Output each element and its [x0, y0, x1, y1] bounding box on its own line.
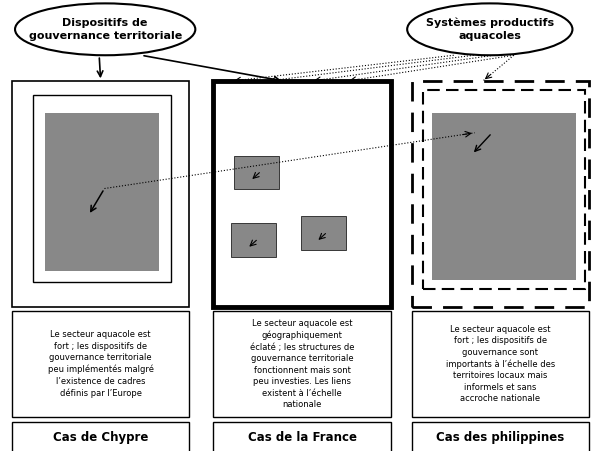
Bar [213, 311, 391, 417]
Bar [12, 81, 189, 307]
Text: Le secteur aquacole est
géographiquement
éclaté ; les structures de
gouvernance : Le secteur aquacole est géographiquement… [250, 319, 354, 409]
Text: Cas de Chypre: Cas de Chypre [53, 431, 148, 444]
Bar [423, 90, 585, 289]
Bar [234, 156, 279, 189]
Ellipse shape [15, 3, 195, 55]
Ellipse shape [407, 3, 572, 55]
Text: Cas des philippines: Cas des philippines [436, 431, 564, 444]
Bar [45, 113, 159, 271]
Bar [300, 216, 346, 250]
Bar [412, 311, 589, 417]
Text: Le secteur aquacole est
fort ; les dispositifs de
gouvernance territoriale
peu i: Le secteur aquacole est fort ; les dispo… [47, 331, 154, 398]
Bar [213, 81, 391, 307]
Bar [12, 422, 189, 451]
Bar [231, 223, 276, 257]
Bar [12, 311, 189, 417]
Text: Dispositifs de
gouvernance territoriale: Dispositifs de gouvernance territoriale [29, 18, 182, 41]
Bar [412, 422, 589, 451]
Text: Le secteur aquacole est
fort ; les dispositifs de
gouvernance sont
importants à : Le secteur aquacole est fort ; les dispo… [446, 325, 555, 403]
Bar [213, 422, 391, 451]
Text: Cas de la France: Cas de la France [248, 431, 356, 444]
Bar [33, 95, 171, 282]
Bar [432, 113, 576, 280]
Text: Systèmes productifs
aquacoles: Systèmes productifs aquacoles [426, 18, 554, 41]
Bar [412, 81, 589, 307]
